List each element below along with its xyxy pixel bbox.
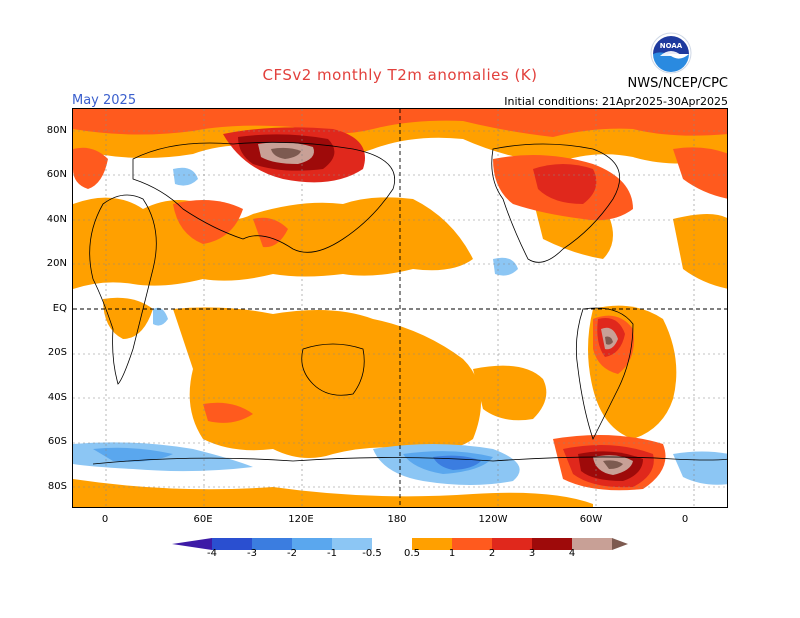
colorbar-swatch-2-3 (492, 538, 532, 550)
lat-label-20n: 20N (46, 258, 67, 269)
colorbar-swatch-1-05 (332, 538, 372, 550)
colorbar-swatch-05-1 (412, 538, 452, 550)
lat-label-40n: 40N (46, 214, 67, 225)
colorbar-label-neg3: -3 (247, 548, 257, 559)
noaa-logo-text: NOAA (660, 42, 683, 50)
chart-title: CFSv2 monthly T2m anomalies (K) (262, 66, 538, 84)
colorbar-label-neg2: -2 (287, 548, 297, 559)
coastlines (89, 141, 727, 465)
colorbar-label-2: 2 (488, 548, 496, 559)
colorbar-swatch-1-2 (452, 538, 492, 550)
colorbar-swatch-3-2 (252, 538, 292, 550)
colorbar-swatch-gt-4 (612, 538, 628, 550)
lat-label-40s: 40S (47, 392, 67, 403)
agency-label: NWS/NCEP/CPC (627, 76, 728, 91)
noaa-logo: NOAA (650, 32, 692, 74)
anomaly-map-svg (73, 109, 727, 507)
lat-label-60n: 60N (46, 169, 67, 180)
colorbar-swatch-neutral (372, 538, 412, 550)
lat-label-60s: 60S (47, 436, 67, 447)
colorbar-label-1: 1 (448, 548, 456, 559)
colorbar-label-4: 4 (568, 548, 576, 559)
colorbar-label-3: 3 (528, 548, 536, 559)
lon-label-0-east: 0 (681, 514, 689, 525)
colorbar-label-neg4: -4 (207, 548, 217, 559)
lat-label-20s: 20S (47, 347, 67, 358)
colorbar-label-neg1: -1 (327, 548, 337, 559)
colorbar-label-neg05: -0.5 (362, 548, 382, 559)
warm-anomaly-max (271, 147, 623, 469)
lon-label-0: 0 (101, 514, 109, 525)
lon-label-60e: 60E (193, 514, 213, 525)
colorbar-label-05: 0.5 (404, 548, 420, 559)
lat-label-80n: 80N (46, 125, 67, 136)
lat-label-eq: EQ (52, 303, 67, 314)
lon-label-180: 180 (387, 514, 407, 525)
lon-label-120e: 120E (288, 514, 314, 525)
colorbar-swatch-3-4 (532, 538, 572, 550)
forecast-period: May 2025 (72, 93, 137, 108)
lon-label-60w: 60W (579, 514, 603, 525)
lat-label-80s: 80S (47, 481, 67, 492)
colorbar (172, 535, 628, 550)
colorbar-swatch-2-1 (292, 538, 332, 550)
lon-label-120w: 120W (478, 514, 508, 525)
anomaly-map (72, 108, 728, 508)
reference-lines (73, 109, 727, 507)
colorbar-swatch-lt-4 (172, 538, 212, 550)
colorbar-swatch-4-plus (572, 538, 612, 550)
colorbar-swatch-4-3 (212, 538, 252, 550)
initial-conditions: Initial conditions: 21Apr2025-30Apr2025 (504, 95, 728, 108)
